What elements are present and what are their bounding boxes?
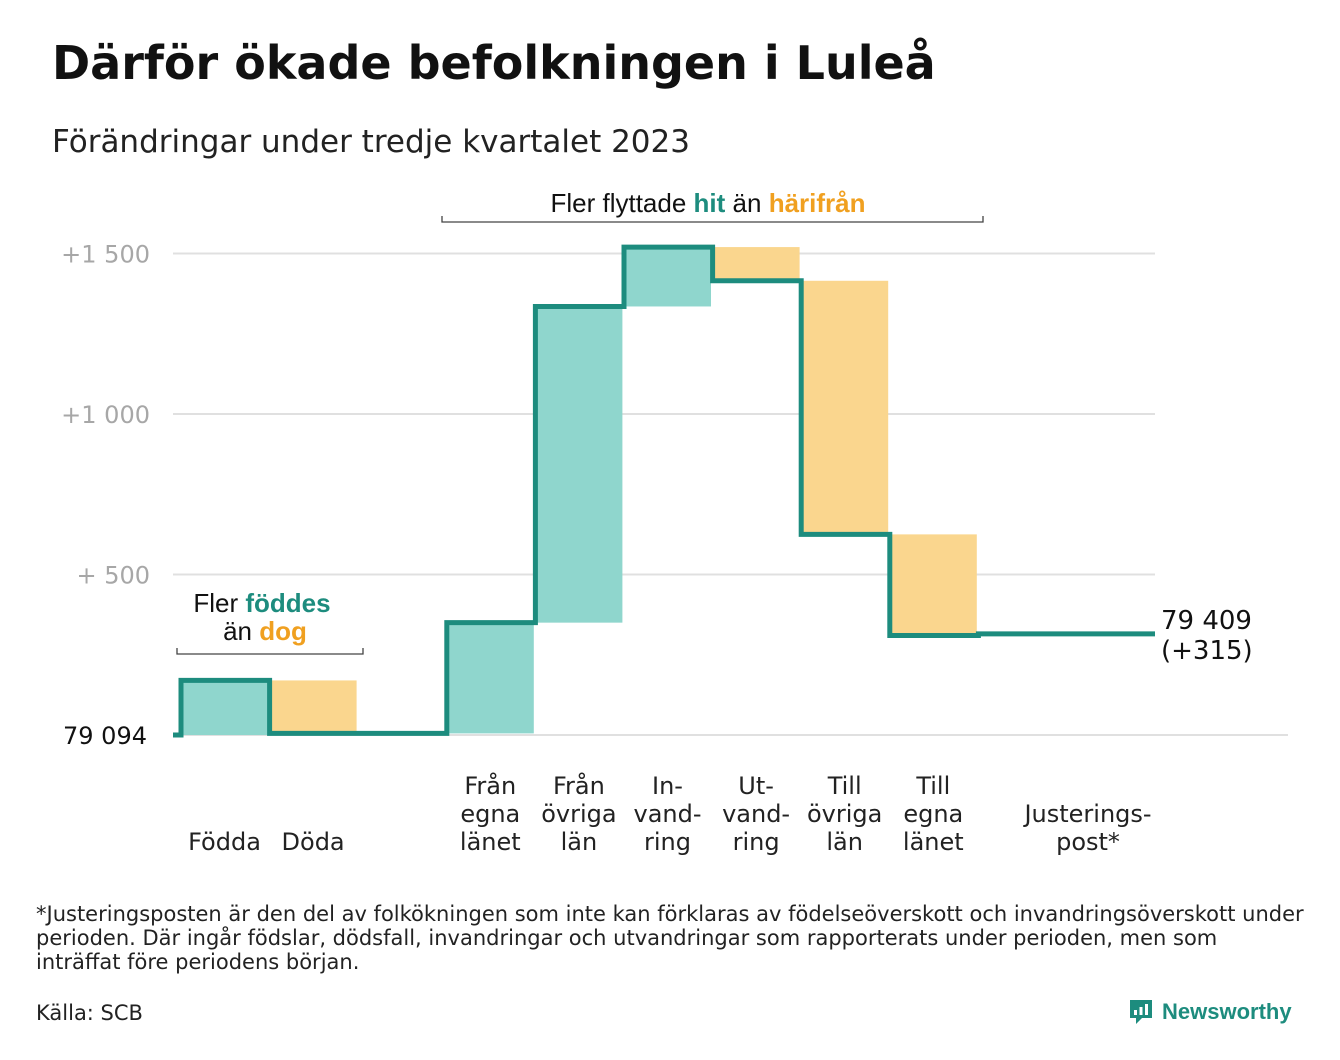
category-label: vand- (722, 800, 790, 828)
decrease-bar (889, 534, 977, 636)
brand-logo[interactable]: Newsworthy (1128, 998, 1292, 1026)
annotation-plain-text: än (725, 188, 761, 218)
decrease-bar (801, 280, 889, 535)
category-label: egna (903, 800, 963, 828)
running-total-line (173, 244, 1155, 738)
category-label: Födda (188, 828, 261, 856)
category-label: övriga (807, 800, 882, 828)
increase-bar (181, 680, 268, 735)
category-label: Från (464, 771, 516, 800)
category-label: län (561, 828, 598, 856)
migration-bracket (441, 216, 984, 223)
births-bracket (176, 648, 364, 655)
y-tick-label: + 500 (76, 562, 150, 590)
source-label: Källa: SCB (36, 1001, 143, 1025)
annotation-increase-text: föddes (238, 588, 330, 618)
annotation-plain-text: Fler flyttade (550, 188, 686, 218)
category-label: Från (553, 771, 605, 800)
annotation-increase-text: hit (686, 188, 725, 218)
brand-name: Newsworthy (1162, 999, 1292, 1024)
category-label: Till (915, 772, 950, 800)
base-value-label: 79 094 (63, 722, 147, 750)
chart-subtitle: Förändringar under tredje kvartalet 2023 (52, 124, 690, 160)
category-label: vand- (633, 800, 701, 828)
footnote: *Justeringsposten är den del av folkökni… (36, 902, 1304, 974)
end-change-label: (+315) (1161, 636, 1253, 666)
category-label: post* (1056, 828, 1120, 856)
category-label: län (826, 828, 863, 856)
births-annotation-line1: Fler föddes (193, 588, 330, 618)
newsworthy-logo-icon (1130, 1000, 1152, 1024)
category-label: egna (460, 800, 520, 828)
increase-bar (446, 622, 534, 734)
increase-bar (535, 306, 623, 623)
category-label: In- (652, 772, 683, 800)
annotation-plain-text: Fler (193, 588, 238, 618)
decrease-bar (712, 247, 800, 281)
end-value-label: 79 409 (1161, 606, 1252, 636)
annotation-plain-text: än (223, 616, 252, 646)
chart-title: Därför ökade befolkningen i Luleå (52, 36, 936, 90)
annotation-decrease-text: dog (252, 616, 307, 646)
y-tick-label: +1 000 (61, 401, 150, 429)
category-label: länet (903, 828, 964, 856)
annotation-decrease-text: härifrån (761, 188, 865, 218)
category-label: Justerings- (1022, 800, 1151, 828)
category-label: övriga (541, 800, 616, 828)
births-annotation-line2: än dog (223, 616, 307, 646)
decrease-bar (269, 680, 357, 734)
category-label: Ut- (738, 772, 774, 800)
category-label: Till (827, 772, 862, 800)
category-label: ring (644, 828, 691, 856)
category-label: ring (733, 828, 780, 856)
y-tick-label: +1 500 (61, 241, 150, 269)
increase-bar (624, 247, 711, 307)
category-label: länet (460, 828, 521, 856)
category-label: Döda (282, 828, 345, 856)
migration-annotation: Fler flyttade hit än härifrån (550, 188, 865, 218)
